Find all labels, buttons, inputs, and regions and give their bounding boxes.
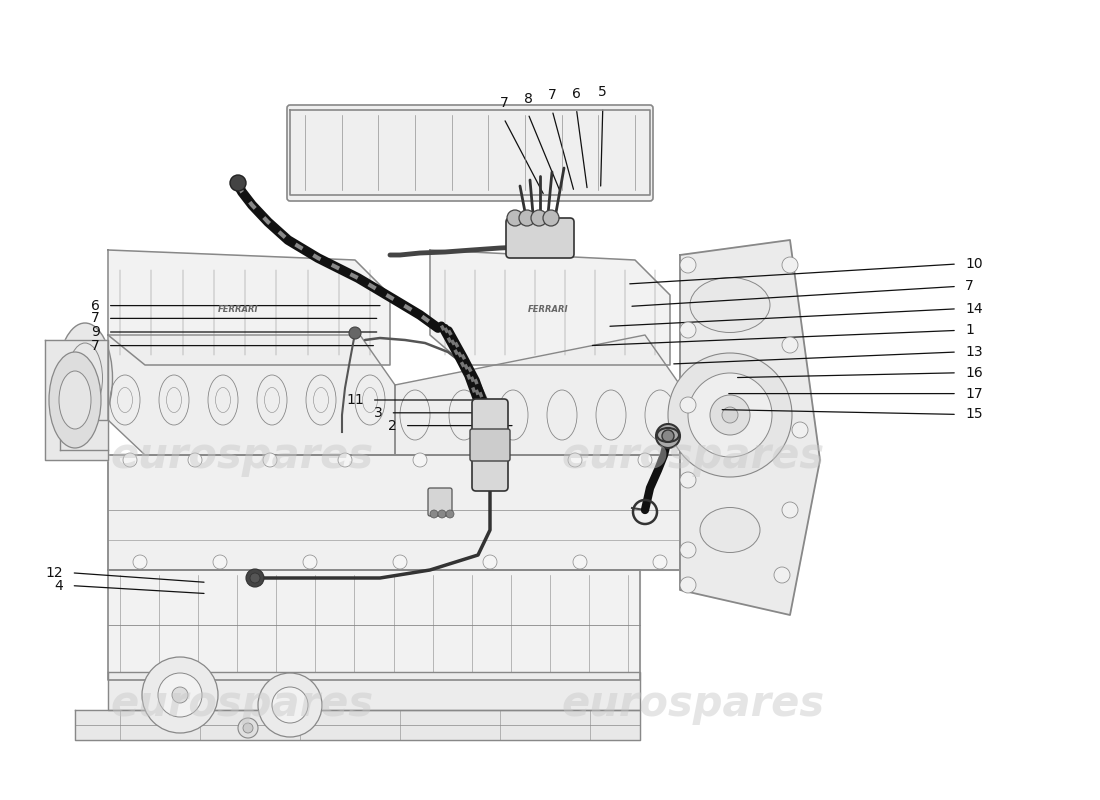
Text: FERRARI: FERRARI <box>218 306 258 314</box>
Circle shape <box>172 687 188 703</box>
Circle shape <box>653 555 667 569</box>
Circle shape <box>250 573 260 583</box>
Circle shape <box>230 175 246 191</box>
Polygon shape <box>290 110 650 195</box>
Ellipse shape <box>50 352 101 448</box>
Circle shape <box>338 453 352 467</box>
Text: 15: 15 <box>965 407 982 422</box>
Circle shape <box>680 577 696 593</box>
Circle shape <box>680 322 696 338</box>
FancyBboxPatch shape <box>470 429 510 461</box>
Circle shape <box>430 510 438 518</box>
FancyBboxPatch shape <box>287 105 653 201</box>
Ellipse shape <box>59 371 91 429</box>
Polygon shape <box>430 250 670 365</box>
Circle shape <box>688 373 772 457</box>
Circle shape <box>238 718 258 738</box>
Circle shape <box>493 453 507 467</box>
Circle shape <box>188 453 202 467</box>
Polygon shape <box>108 672 640 710</box>
Text: 12: 12 <box>46 566 64 580</box>
Circle shape <box>519 210 535 226</box>
Circle shape <box>213 555 227 569</box>
Polygon shape <box>108 250 390 365</box>
Polygon shape <box>75 710 640 740</box>
Text: 7: 7 <box>548 88 557 102</box>
Polygon shape <box>395 335 680 455</box>
Circle shape <box>662 430 674 442</box>
Circle shape <box>680 542 696 558</box>
Text: 7: 7 <box>965 279 974 294</box>
Circle shape <box>158 673 202 717</box>
Text: 4: 4 <box>55 578 64 593</box>
Text: 7: 7 <box>499 96 508 110</box>
Circle shape <box>446 510 454 518</box>
Text: 10: 10 <box>965 257 982 271</box>
Text: 13: 13 <box>965 345 982 359</box>
Circle shape <box>656 424 680 448</box>
Circle shape <box>133 555 147 569</box>
Circle shape <box>680 257 696 273</box>
Circle shape <box>638 453 652 467</box>
Circle shape <box>543 210 559 226</box>
Polygon shape <box>108 455 680 570</box>
Circle shape <box>531 210 547 226</box>
Circle shape <box>243 723 253 733</box>
Text: 5: 5 <box>598 86 607 99</box>
Ellipse shape <box>700 507 760 553</box>
Polygon shape <box>45 340 108 460</box>
Text: 3: 3 <box>374 406 383 420</box>
Circle shape <box>568 453 582 467</box>
Circle shape <box>438 510 446 518</box>
Text: eurospares: eurospares <box>561 683 825 725</box>
Circle shape <box>782 502 797 518</box>
Circle shape <box>573 555 587 569</box>
Circle shape <box>272 687 308 723</box>
Text: eurospares: eurospares <box>561 435 825 477</box>
Circle shape <box>507 210 522 226</box>
Circle shape <box>349 327 361 339</box>
Circle shape <box>668 353 792 477</box>
Circle shape <box>302 555 317 569</box>
Text: 6: 6 <box>91 298 100 313</box>
Ellipse shape <box>690 278 770 333</box>
Text: eurospares: eurospares <box>110 435 374 477</box>
Text: 16: 16 <box>965 366 982 380</box>
Text: 7: 7 <box>91 311 100 326</box>
Text: 7: 7 <box>91 338 100 353</box>
Polygon shape <box>108 335 395 455</box>
Circle shape <box>142 657 218 733</box>
Text: 2: 2 <box>388 418 397 433</box>
FancyBboxPatch shape <box>506 218 574 258</box>
Circle shape <box>782 337 797 353</box>
Text: 11: 11 <box>346 393 364 407</box>
FancyBboxPatch shape <box>428 488 452 516</box>
Circle shape <box>483 555 497 569</box>
Text: 14: 14 <box>965 302 982 316</box>
Text: eurospares: eurospares <box>110 683 374 725</box>
Circle shape <box>782 257 797 273</box>
Circle shape <box>774 567 790 583</box>
Text: 8: 8 <box>524 92 532 106</box>
Circle shape <box>123 453 138 467</box>
Circle shape <box>680 397 696 413</box>
Circle shape <box>710 395 750 435</box>
Text: 17: 17 <box>965 386 982 401</box>
Circle shape <box>680 472 696 488</box>
Circle shape <box>412 453 427 467</box>
Circle shape <box>722 407 738 423</box>
FancyBboxPatch shape <box>472 399 508 491</box>
Polygon shape <box>108 570 640 680</box>
Text: 6: 6 <box>572 86 581 101</box>
Text: 1: 1 <box>965 323 974 338</box>
Polygon shape <box>680 240 820 615</box>
Circle shape <box>246 569 264 587</box>
Circle shape <box>258 673 322 737</box>
Ellipse shape <box>57 323 112 433</box>
Circle shape <box>393 555 407 569</box>
Text: 9: 9 <box>91 325 100 339</box>
Text: FERRARI: FERRARI <box>528 306 569 314</box>
Circle shape <box>792 422 808 438</box>
Circle shape <box>263 453 277 467</box>
